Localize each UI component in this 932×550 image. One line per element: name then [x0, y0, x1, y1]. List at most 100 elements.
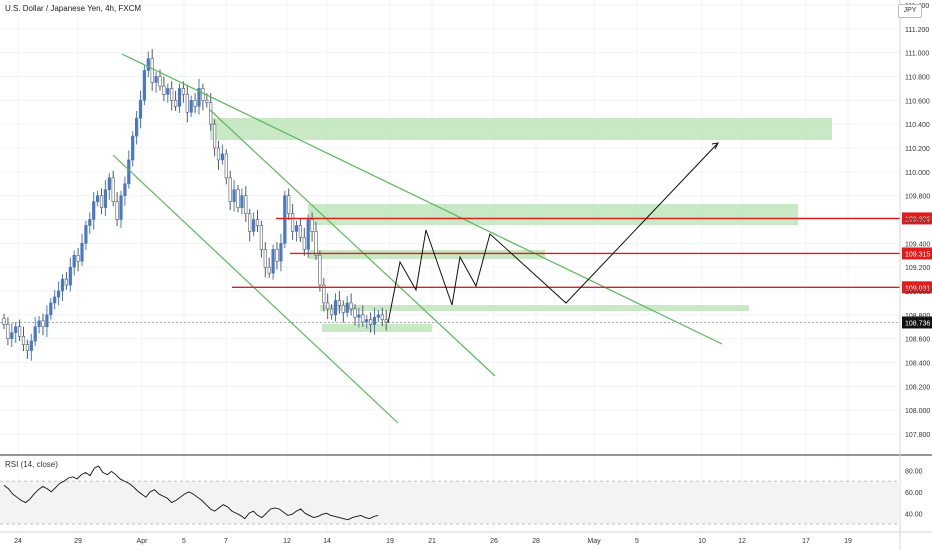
candle-body	[240, 195, 244, 208]
supply-zone	[210, 118, 832, 140]
rsi-band	[0, 481, 900, 524]
time-axis-label: Apr	[137, 538, 149, 545]
candle-body	[357, 314, 361, 318]
candle-body	[365, 319, 369, 323]
candle-body	[380, 314, 384, 320]
price-tag-label: 109.031	[905, 285, 930, 292]
candle-body	[2, 318, 6, 325]
candle-body	[201, 88, 205, 101]
candle-body	[154, 76, 158, 83]
candle-body	[353, 308, 357, 318]
candle-body	[166, 88, 170, 95]
candle-body	[205, 100, 209, 104]
candle-body	[53, 296, 57, 304]
symbol-badge[interactable]: JPY	[898, 4, 922, 18]
candle-body	[318, 254, 322, 286]
time-axis-label: 28	[532, 538, 540, 545]
candle-body	[131, 135, 135, 161]
time-axis-label: May	[587, 538, 601, 545]
candle-body	[107, 177, 111, 191]
candle-body	[162, 85, 166, 95]
trend-line	[209, 109, 496, 377]
candle-body	[267, 266, 271, 274]
candle-body	[349, 302, 353, 310]
candle-body	[255, 219, 260, 226]
candle-body	[189, 100, 193, 113]
price-tag	[902, 281, 932, 294]
candle-body	[329, 308, 334, 316]
candle-body	[306, 219, 310, 250]
candle-body	[6, 324, 10, 339]
price-tag	[902, 247, 932, 260]
candle-body	[41, 320, 45, 328]
price-axis-label: 109.800	[905, 194, 930, 201]
time-axis-label: 10	[698, 538, 706, 545]
trend-line	[112, 154, 399, 424]
candle-body	[123, 183, 127, 196]
rsi-axis-label: 40.00	[905, 511, 923, 518]
candle-body	[216, 147, 221, 161]
candle-body	[244, 195, 248, 214]
candle-body	[294, 225, 299, 232]
candle-body	[181, 88, 186, 95]
candle-body	[302, 237, 306, 250]
candle-body	[275, 248, 279, 262]
candle-body	[220, 153, 225, 161]
candle-body	[384, 319, 388, 323]
time-axis-label: 26	[490, 538, 498, 545]
candle-body	[193, 100, 197, 107]
price-tag-label: 109.609	[905, 216, 930, 223]
time-axis-label: 24	[14, 538, 22, 545]
candle-body	[14, 326, 18, 334]
price-axis-label: 111.200	[905, 27, 929, 34]
candle-body	[72, 254, 76, 268]
candle-body	[49, 302, 53, 316]
price-axis-label: 109.400	[905, 241, 930, 248]
candle-body	[45, 314, 49, 328]
price-axis-label: 109.000	[905, 289, 930, 296]
candle-body	[146, 58, 150, 71]
supply-zone	[308, 250, 545, 259]
time-axis-label: 19	[844, 538, 852, 545]
candle-body	[127, 159, 131, 185]
candle-body	[279, 243, 283, 262]
candle-body	[80, 243, 84, 262]
candle-body	[84, 225, 88, 244]
price-axis-label: 109.600	[905, 218, 930, 225]
candle-body	[298, 225, 303, 238]
candle-body	[197, 88, 201, 107]
price-axis-label: 109.200	[905, 265, 930, 272]
candle-body	[376, 314, 381, 318]
time-axis-label: 5	[182, 538, 186, 545]
rsi-axis-label: 80.00	[905, 468, 923, 475]
price-axis-label: 108.400	[905, 361, 930, 368]
current-price-label: 108.736	[905, 320, 930, 327]
candle-body	[60, 278, 65, 292]
candle-body	[21, 335, 26, 345]
supply-zone	[308, 204, 798, 225]
candle-body	[177, 88, 182, 107]
time-axis-label: 12	[738, 538, 746, 545]
candle-body	[224, 153, 228, 179]
candle-body	[322, 284, 326, 304]
candle-body	[33, 326, 37, 342]
time-axis-label: 12	[283, 538, 291, 545]
price-axis-label: 110.800	[905, 75, 930, 82]
candle-body	[174, 100, 178, 107]
price-axis-label: 107.800	[905, 432, 930, 439]
supply-zone	[322, 324, 432, 332]
current-price-tag	[902, 316, 932, 329]
candle-body	[10, 332, 14, 339]
candle-body	[96, 195, 100, 202]
candle-body	[368, 319, 373, 325]
candle-body	[252, 219, 256, 232]
candle-body	[138, 100, 143, 119]
price-axis-label: 108.800	[905, 313, 930, 320]
candle-body	[64, 278, 68, 286]
candle-body	[185, 94, 189, 113]
candle-body	[17, 326, 22, 337]
price-axis-label: 108.200	[905, 384, 930, 391]
time-axis-label: 7	[224, 538, 228, 545]
